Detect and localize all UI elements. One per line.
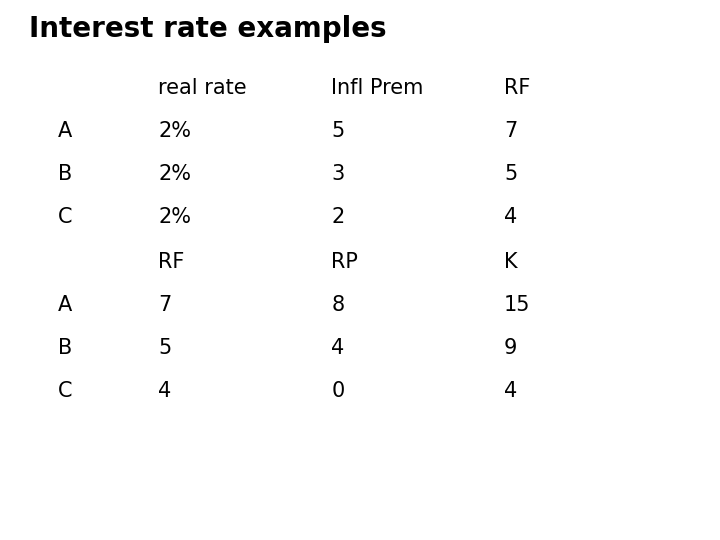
Text: 4: 4	[504, 207, 517, 227]
Text: 7: 7	[504, 121, 517, 141]
Text: real rate: real rate	[158, 78, 247, 98]
Text: RF: RF	[504, 78, 531, 98]
Text: RP: RP	[331, 252, 358, 273]
Text: 0: 0	[331, 381, 344, 401]
Text: 3: 3	[331, 164, 344, 184]
Text: 2: 2	[331, 207, 344, 227]
Text: 4: 4	[331, 338, 344, 358]
Text: 4: 4	[504, 381, 517, 401]
Text: RF: RF	[158, 252, 185, 273]
Text: 5: 5	[504, 164, 517, 184]
Text: C: C	[58, 381, 72, 401]
Text: K: K	[504, 252, 518, 273]
Text: Copyright ©2015 Pearson Education, Inc. All rights reserved.: Copyright ©2015 Pearson Education, Inc. …	[14, 519, 355, 529]
Text: Infl Prem: Infl Prem	[331, 78, 423, 98]
Text: B: B	[58, 164, 72, 184]
Text: 15: 15	[504, 295, 531, 315]
Text: 9: 9	[504, 338, 518, 358]
Text: A: A	[58, 121, 72, 141]
Text: 6-20: 6-20	[680, 519, 706, 529]
Text: A: A	[58, 295, 72, 315]
Text: 5: 5	[158, 338, 171, 358]
Text: 7: 7	[158, 295, 171, 315]
Text: Interest rate examples: Interest rate examples	[29, 15, 387, 43]
Text: 4: 4	[158, 381, 171, 401]
Text: 2%: 2%	[158, 121, 192, 141]
Text: 5: 5	[331, 121, 344, 141]
Text: C: C	[58, 207, 72, 227]
Text: 2%: 2%	[158, 207, 192, 227]
Text: 2%: 2%	[158, 164, 192, 184]
Text: 8: 8	[331, 295, 344, 315]
Text: B: B	[58, 338, 72, 358]
